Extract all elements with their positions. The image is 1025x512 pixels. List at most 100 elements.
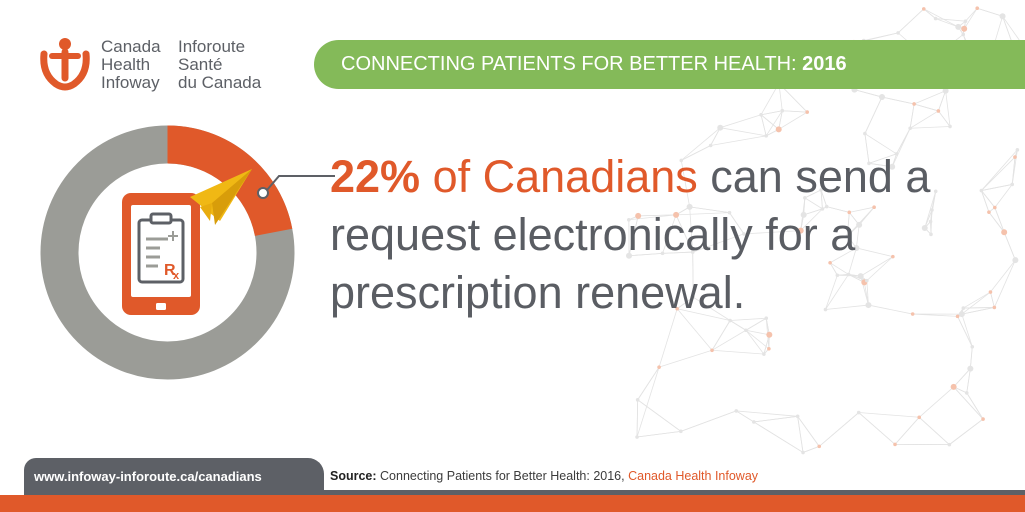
network-node: [921, 225, 928, 232]
network-node: [820, 207, 825, 211]
network-link: [778, 111, 808, 130]
network-link: [804, 189, 822, 199]
network-link: [743, 230, 801, 235]
network-node: [872, 205, 876, 209]
network-link: [675, 214, 694, 253]
network-node: [847, 210, 852, 215]
network-node: [675, 306, 679, 311]
network-link: [662, 214, 677, 254]
network-node: [865, 278, 869, 283]
network-link: [981, 190, 996, 208]
network-link: [963, 8, 978, 30]
network-link: [961, 291, 991, 315]
network-link: [848, 247, 857, 275]
network-link: [918, 386, 954, 418]
network-link: [930, 191, 937, 222]
network-node: [955, 23, 962, 30]
network-node: [933, 189, 938, 194]
tablet-prescription-icon: R x: [122, 193, 200, 315]
network-node: [948, 124, 952, 129]
network-node: [917, 415, 922, 420]
network-link: [855, 224, 860, 248]
network-link: [753, 421, 804, 453]
network-link: [710, 127, 721, 146]
network-node: [856, 221, 863, 228]
network-node: [817, 444, 822, 449]
network-link: [953, 368, 971, 388]
logo-line: du Canada: [178, 73, 262, 92]
network-node: [999, 13, 1006, 20]
network-node: [867, 161, 871, 166]
network-link: [681, 127, 721, 161]
network-link: [935, 18, 959, 28]
network-link: [692, 233, 745, 253]
network-link: [692, 296, 731, 321]
network-link: [803, 208, 823, 216]
network-link: [820, 189, 823, 209]
infoway-person-logo-icon: [40, 38, 90, 91]
network-link: [736, 410, 798, 417]
network-link: [710, 135, 767, 146]
network-node: [933, 16, 938, 21]
network-link: [981, 184, 1013, 191]
network-link: [918, 416, 950, 445]
logo-text-french: Inforoute Santé du Canada: [178, 38, 261, 92]
network-link: [981, 156, 1016, 191]
title-banner: CONNECTING PATIENTS FOR BETTER HEALTH: 2…: [314, 40, 1025, 89]
donut-value-arc: [166, 125, 293, 237]
network-link: [969, 346, 973, 369]
network-link: [909, 103, 915, 129]
network-node: [958, 311, 965, 318]
network-node: [975, 6, 980, 11]
network-node: [930, 208, 934, 212]
network-link: [957, 316, 973, 347]
network-link: [628, 252, 663, 257]
network-node: [1012, 257, 1019, 264]
network-node: [846, 272, 851, 277]
website-link[interactable]: www.infoway-inforoute.ca/canadians: [24, 458, 324, 495]
network-node: [803, 196, 807, 200]
network-node: [921, 7, 926, 11]
network-link: [745, 317, 767, 331]
network-link: [994, 184, 1013, 208]
network-node: [981, 417, 985, 421]
network-link: [981, 149, 1018, 191]
network-node: [828, 260, 832, 265]
network-node: [988, 290, 993, 294]
network-link: [923, 8, 936, 19]
network-link: [676, 296, 694, 310]
network-link: [826, 206, 850, 213]
network-link: [993, 16, 1003, 45]
network-link: [729, 320, 747, 331]
network-link: [935, 18, 966, 22]
network-link: [829, 262, 838, 276]
network-link: [720, 114, 762, 129]
network-node: [891, 254, 895, 259]
network-node: [635, 435, 639, 439]
network-node: [1001, 229, 1008, 236]
source-text: Connecting Patients for Better Health: 2…: [376, 469, 629, 483]
network-node: [961, 32, 966, 37]
network-node: [767, 346, 771, 351]
network-link: [689, 206, 730, 214]
network-link: [1011, 157, 1016, 185]
network-link: [961, 313, 973, 347]
network-link: [945, 90, 951, 127]
svg-text:R: R: [164, 262, 176, 279]
network-node: [856, 410, 861, 415]
network-link: [736, 410, 755, 423]
network-node: [717, 124, 724, 131]
network-node: [728, 318, 732, 323]
network-link: [825, 275, 838, 310]
network-link: [636, 430, 681, 438]
banner-text: CONNECTING PATIENTS FOR BETTER HEALTH:: [341, 53, 803, 75]
network-node: [759, 112, 763, 117]
network-link: [765, 110, 783, 137]
network-node: [635, 398, 640, 402]
network-node: [889, 163, 896, 170]
network-node: [910, 312, 915, 316]
network-link: [730, 317, 767, 321]
network-link: [949, 418, 984, 445]
network-link: [829, 247, 857, 264]
network-link: [760, 114, 767, 136]
